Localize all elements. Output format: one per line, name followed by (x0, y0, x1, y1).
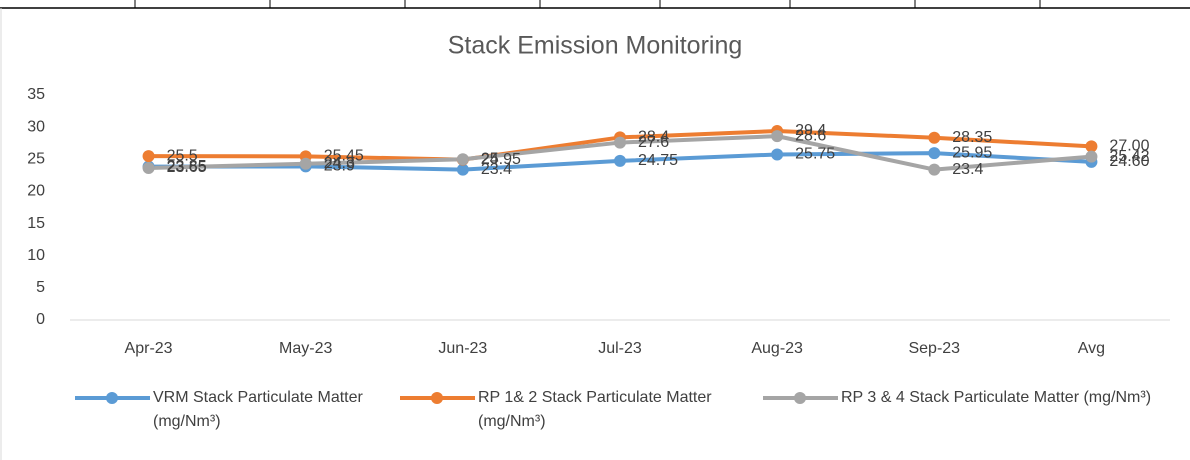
data-label: 27.00 (1109, 138, 1149, 155)
data-label: 23.85 (167, 158, 207, 175)
y-tick-label: 35 (27, 86, 45, 103)
data-point (142, 161, 155, 174)
data-label: 24.60 (1109, 153, 1149, 170)
data-point (456, 163, 469, 176)
data-point (1085, 140, 1098, 153)
data-label: 23.9 (324, 158, 355, 175)
data-label: 24.95 (481, 151, 521, 168)
y-tick-label: 5 (36, 279, 45, 296)
data-point (1085, 150, 1098, 163)
data-label: 25.95 (952, 144, 992, 161)
y-tick-label: 30 (27, 118, 45, 135)
data-point (771, 148, 784, 161)
data-label: 28.6 (795, 127, 826, 144)
table-dividers (134, 0, 1041, 8)
y-tick-label: 15 (27, 215, 45, 232)
y-tick-label: 25 (27, 151, 45, 168)
legend-label: VRM Stack Particulate Matter (mg/Nm³) (153, 389, 363, 430)
data-point (614, 136, 626, 149)
data-label: 23.65 (167, 159, 207, 176)
data-point (299, 157, 312, 170)
data-label: 25.42 (1109, 148, 1149, 165)
data-label: 29.4 (795, 122, 826, 139)
legend-marker (106, 392, 118, 404)
x-tick-label: Jul-23 (598, 340, 642, 357)
data-label: 24.3 (324, 155, 355, 172)
data-label: 23.4 (952, 161, 983, 178)
data-label: 25.75 (795, 146, 835, 163)
data-point (614, 154, 626, 167)
legend-marker (794, 392, 806, 404)
x-tick-label: Avg (1078, 340, 1105, 357)
legend-label: RP 3 & 4 Stack Particulate Matter (mg/Nm… (841, 389, 1152, 406)
data-label: 23.4 (481, 161, 512, 178)
data-label: 25 (481, 151, 499, 168)
data-label: 28.35 (952, 129, 992, 146)
data-point (928, 131, 941, 144)
x-tick-label: Apr-23 (125, 340, 173, 357)
legend-label: RP 1& 2 Stack Particulate Matter (mg/Nm³… (478, 389, 712, 430)
data-point (771, 130, 784, 143)
data-point (928, 147, 941, 160)
data-label: 24.75 (638, 152, 678, 169)
y-tick-label: 20 (27, 183, 45, 200)
data-label: 25.45 (324, 148, 364, 165)
x-tick-label: May-23 (279, 340, 332, 357)
x-tick-label: Jun-23 (438, 340, 487, 357)
chart-title: Stack Emission Monitoring (448, 32, 743, 60)
y-tick-label: 0 (36, 311, 45, 328)
legend-marker (431, 392, 443, 404)
data-point (142, 150, 155, 163)
data-label: 25.5 (167, 147, 198, 164)
data-point (928, 163, 941, 176)
y-tick-label: 10 (27, 247, 45, 264)
x-tick-label: Aug-23 (751, 340, 803, 357)
data-label: 28.4 (638, 129, 669, 146)
data-label: 27.6 (638, 134, 669, 151)
data-point (456, 153, 469, 166)
x-tick-label: Sep-23 (908, 340, 960, 357)
